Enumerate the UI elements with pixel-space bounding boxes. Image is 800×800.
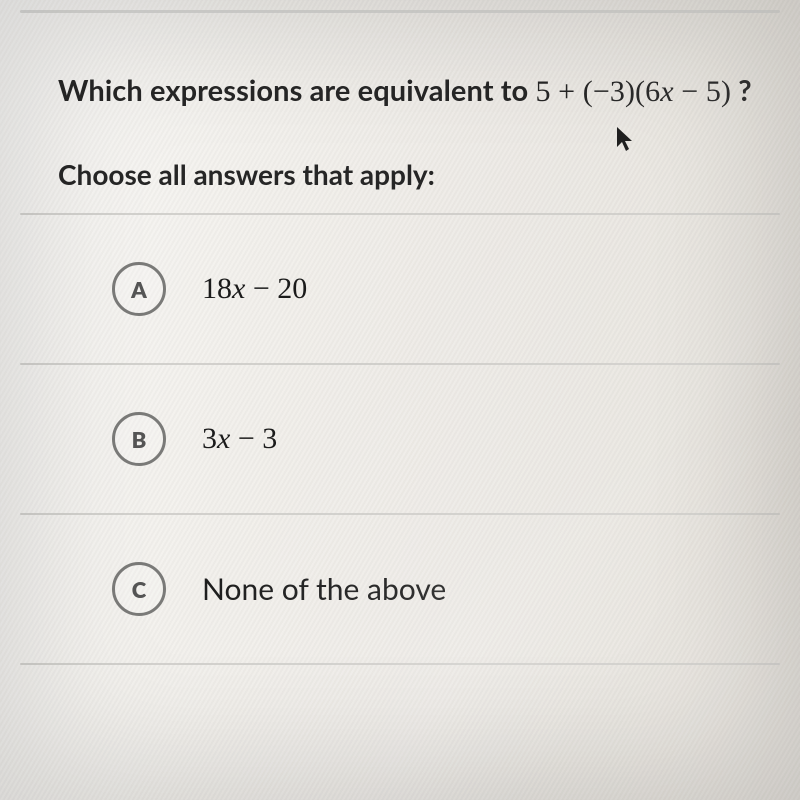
question-expression: 5 + (−3)(6x − 5) [535, 75, 731, 108]
option-b-text: 3x − 3 [202, 422, 277, 456]
option-a-text: 18x − 20 [202, 272, 307, 306]
option-a-letter: A [131, 276, 147, 303]
top-divider [20, 10, 780, 13]
option-c-bubble[interactable]: C [112, 562, 166, 616]
option-a[interactable]: A 18x − 20 [20, 215, 780, 363]
option-c[interactable]: C None of the above [20, 515, 780, 663]
question-text: Which expressions are equivalent to 5 + … [58, 73, 752, 109]
option-b[interactable]: B 3x − 3 [20, 365, 780, 513]
instruction-text: Choose all answers that apply: [58, 157, 780, 191]
exercise-screen: Which expressions are equivalent to 5 + … [0, 0, 800, 800]
option-a-bubble[interactable]: A [112, 262, 166, 316]
divider-c [20, 663, 780, 665]
option-b-letter: B [132, 426, 147, 453]
question-stem-suffix: ? [731, 73, 752, 108]
option-c-text: None of the above [202, 571, 446, 607]
divider-b [20, 513, 780, 515]
divider-top [20, 213, 780, 215]
mouse-cursor-icon [615, 125, 635, 153]
question-stem-prefix: Which expressions are equivalent to [58, 73, 535, 108]
option-b-bubble[interactable]: B [112, 412, 166, 466]
option-c-letter: C [132, 576, 146, 603]
divider-a [20, 363, 780, 365]
